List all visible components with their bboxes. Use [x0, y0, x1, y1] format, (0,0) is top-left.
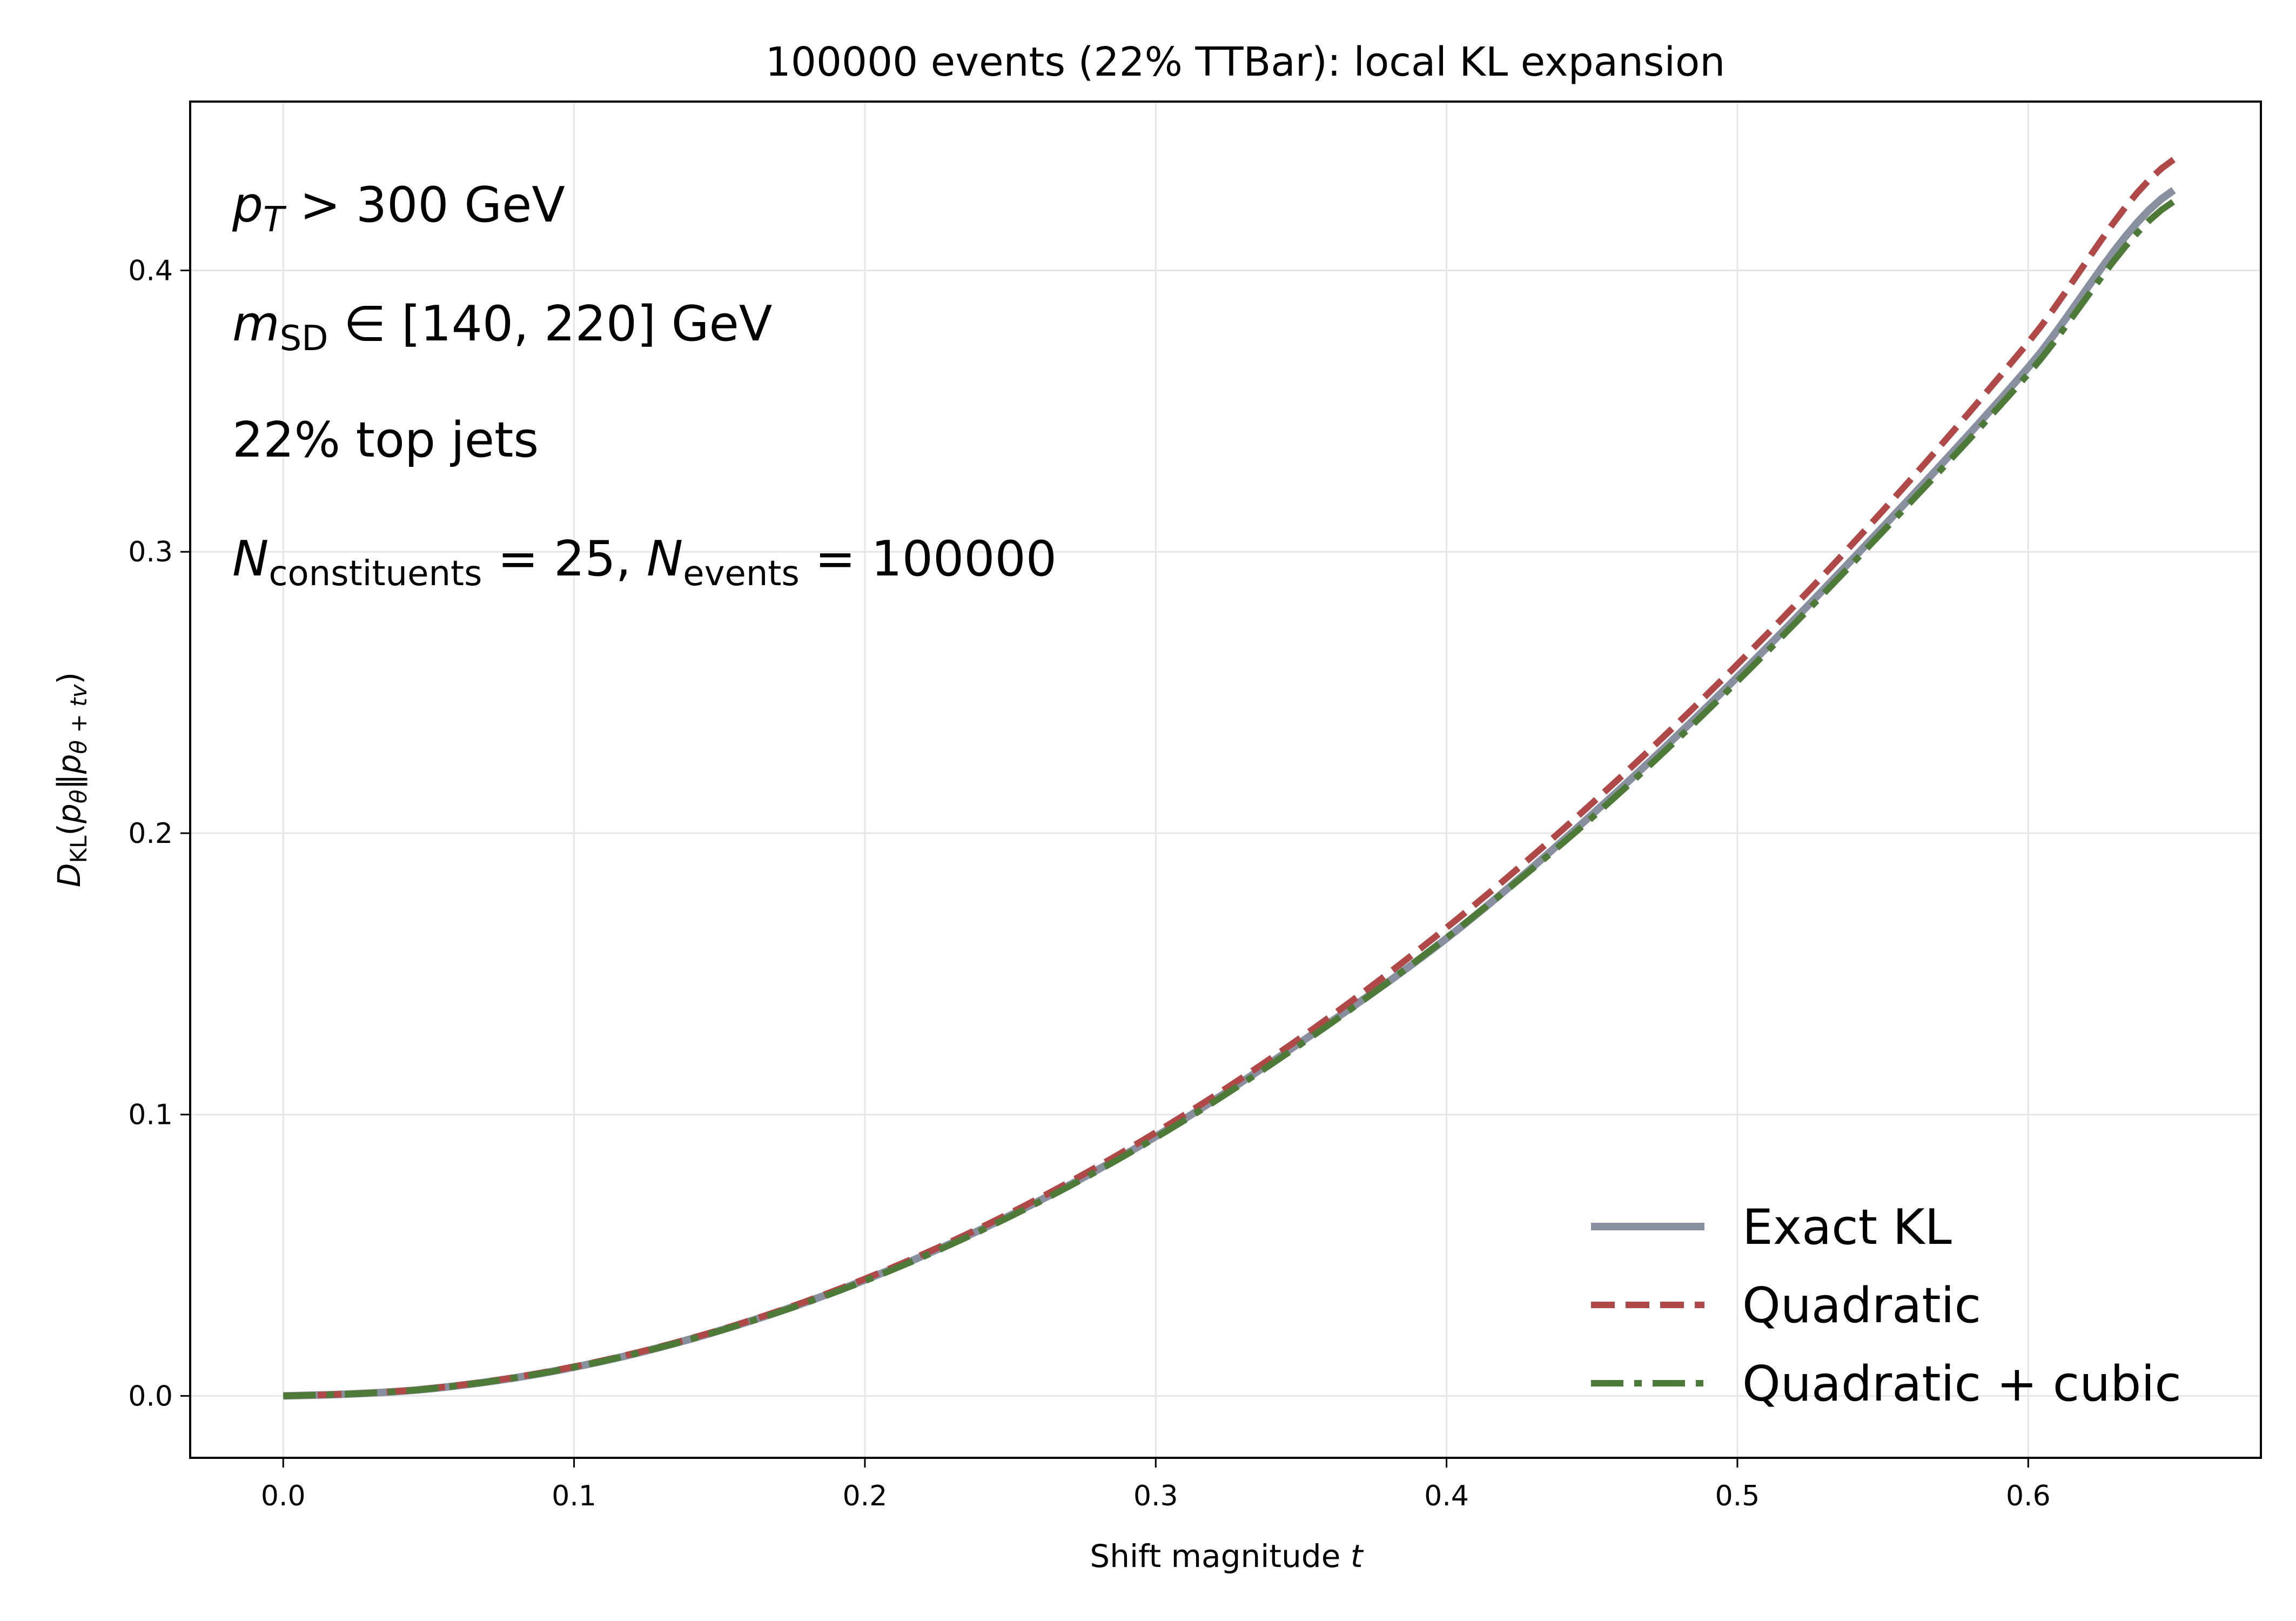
annotation-pt-cut: pT > 300 GeV	[232, 177, 565, 240]
annotation-mass-window: mSD ∈ [140, 220] GeV	[232, 296, 773, 359]
x-tick-label: 0.3	[1133, 1480, 1178, 1512]
x-tick-label: 0.5	[1715, 1480, 1760, 1512]
y-tick-label: 0.4	[128, 254, 173, 287]
legend-label-quadratic-cubic: Quadratic + cubic	[1742, 1356, 2181, 1412]
legend-label-exact-kl: Exact KL	[1742, 1199, 1952, 1256]
series-layer	[283, 157, 2176, 1400]
y-tick-label: 0.2	[128, 818, 173, 850]
y-axis-title: DKL(pθ‖pθ + tv)	[51, 672, 92, 887]
x-tick-label: 0.1	[552, 1480, 596, 1512]
series-line-quadratic-cubic	[283, 198, 2176, 1399]
x-tick-label: 0.4	[1424, 1480, 1469, 1512]
chart-title: 100000 events (22% TTBar): local KL expa…	[766, 39, 1725, 85]
legend-label-quadratic: Quadratic	[1742, 1277, 1981, 1334]
y-tick-label: 0.3	[128, 536, 173, 568]
y-tick-label: 0.1	[128, 1099, 173, 1131]
axis-ticks: 0.0 0.1 0.2 0.3 0.4 0.5 0.6 0.0 0.1 0.2 0.3 0.4	[128, 254, 2050, 1512]
x-tick-label: 0.2	[843, 1480, 888, 1512]
x-axis-title: Shift magnitude t	[1090, 1538, 1364, 1575]
grid	[190, 102, 2261, 1458]
legend: Exact KL Quadratic Quadratic + cubic	[1591, 1199, 2181, 1412]
annotation-counts: Nconstituents = 25, Nevents = 100000	[232, 531, 1057, 594]
x-tick-label: 0.0	[261, 1480, 306, 1512]
x-tick-label: 0.6	[2006, 1480, 2051, 1512]
annotation-top-fraction: 22% top jets	[232, 412, 539, 468]
y-tick-label: 0.0	[128, 1380, 173, 1412]
plot-frame	[189, 101, 2262, 1459]
